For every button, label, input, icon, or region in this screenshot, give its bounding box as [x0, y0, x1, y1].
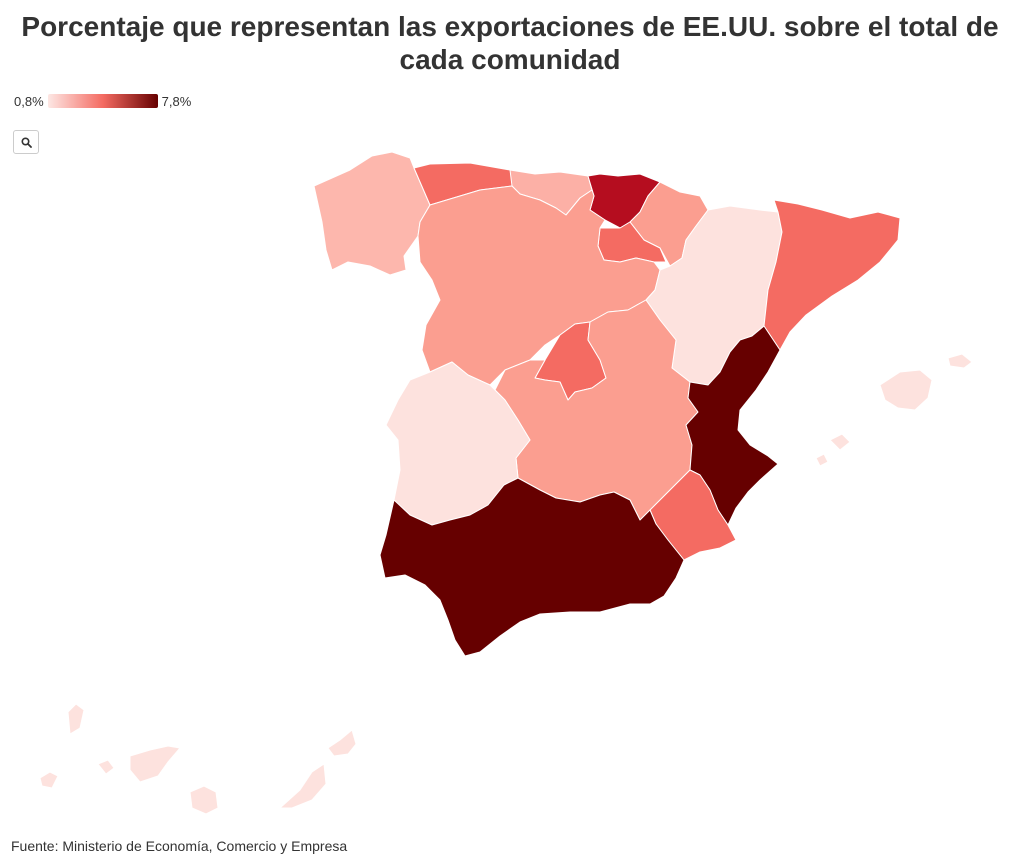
source-note: Fuente: Ministerio de Economía, Comercio… [11, 838, 348, 854]
region-andalucia[interactable] [379, 477, 685, 657]
region-baleares[interactable] [815, 353, 973, 467]
legend-max-label: 7,8% [161, 93, 192, 109]
region-comunidad-valenciana[interactable] [685, 325, 781, 526]
region-galicia[interactable] [313, 151, 431, 276]
search-icon [20, 136, 32, 148]
region-canarias[interactable] [39, 703, 357, 815]
color-legend: 0,8% 7,8% [14, 92, 191, 110]
chart-title: Porcentaje que representan las exportaci… [21, 11, 999, 75]
zoom-button[interactable] [13, 130, 39, 154]
legend-min-label: 0,8% [14, 93, 44, 109]
legend-gradient-bar [47, 94, 158, 108]
region-cataluna[interactable] [763, 199, 901, 351]
